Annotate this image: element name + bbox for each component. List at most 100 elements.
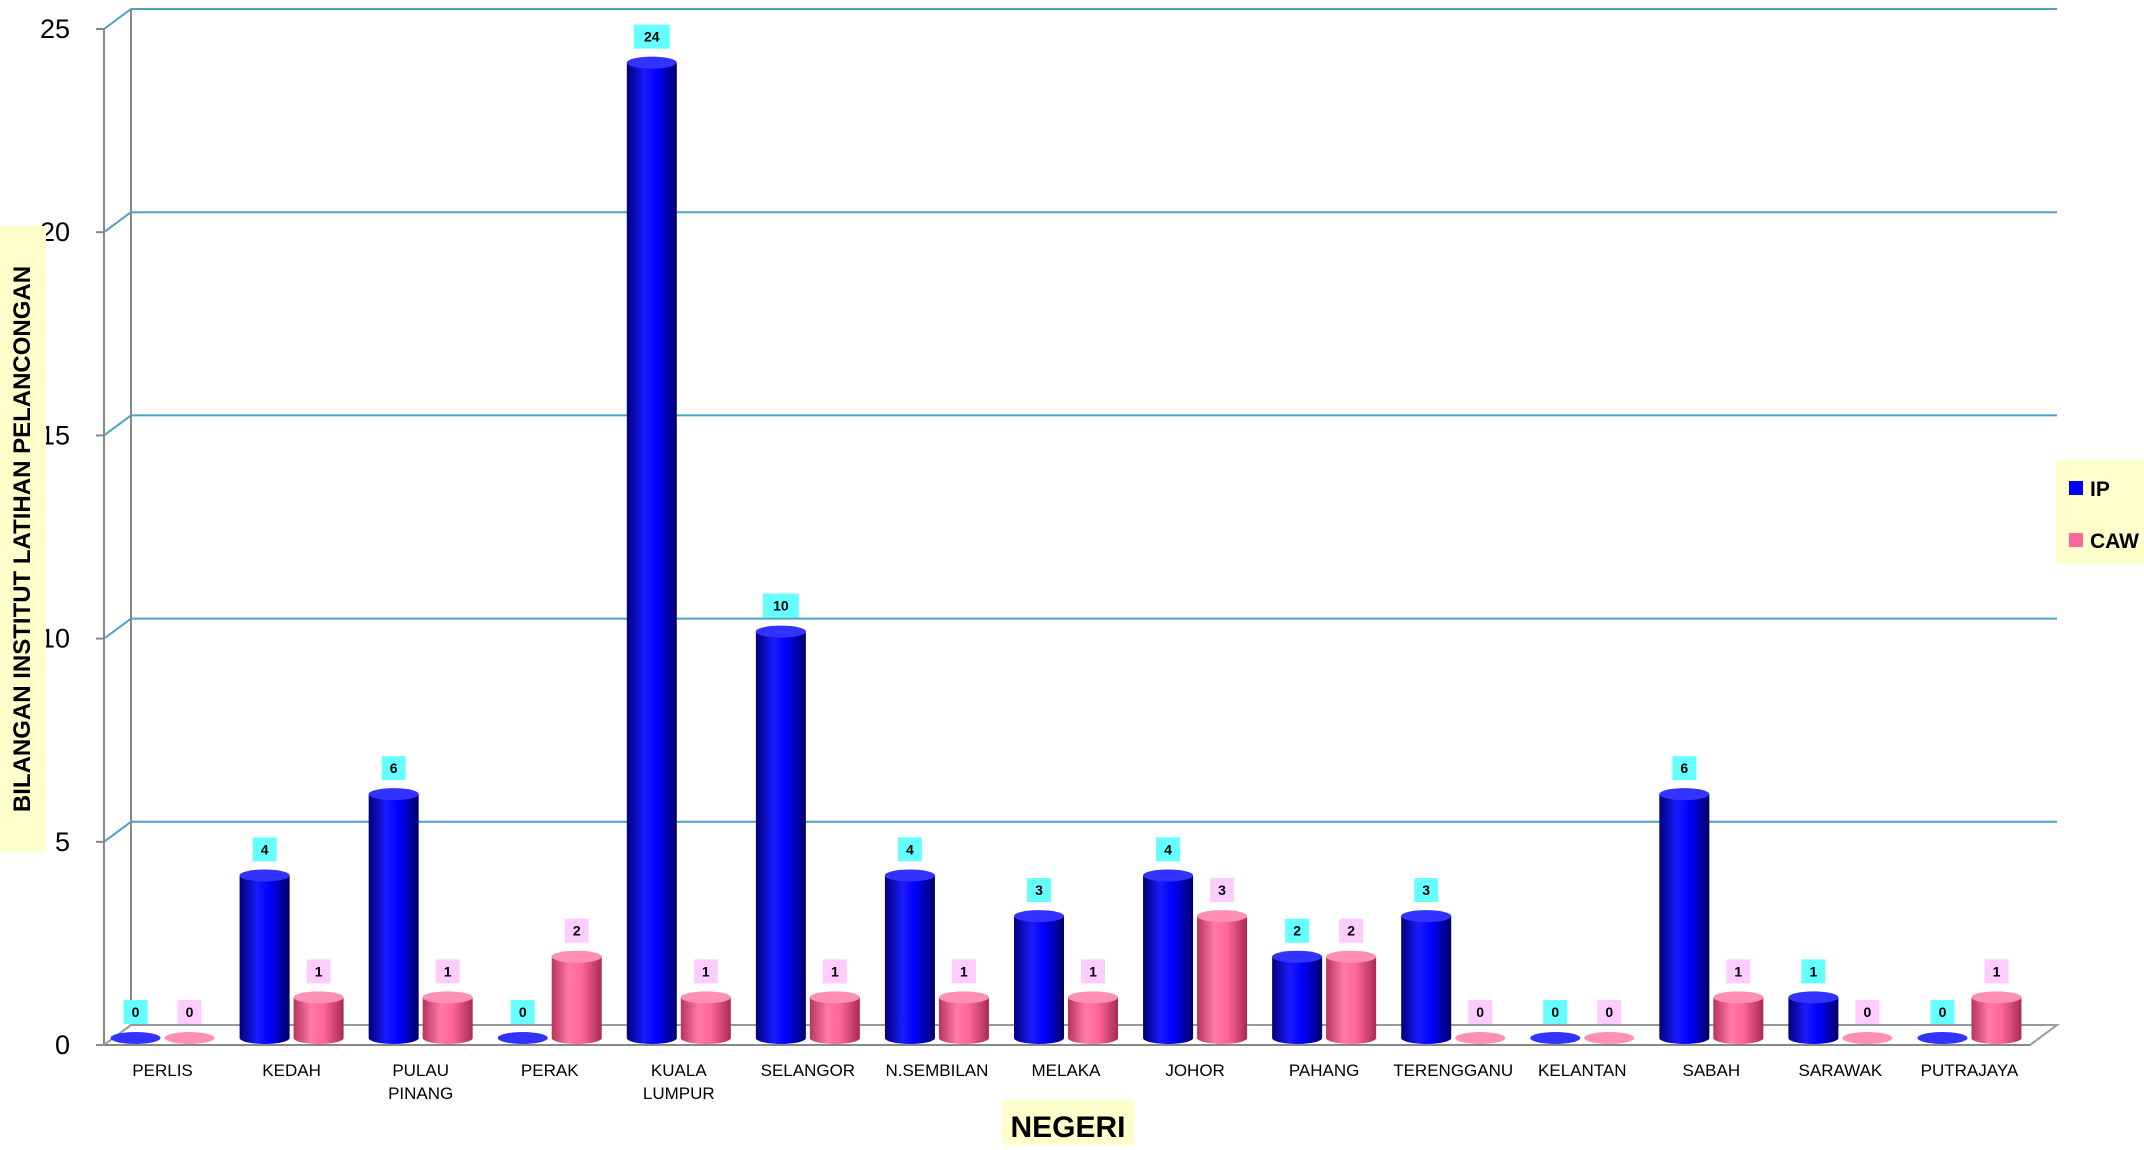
bar-body [1659,794,1710,1044]
data-label-ip: 0 [123,1000,148,1024]
data-label-ip: 10 [762,593,799,618]
bar-ip [755,625,806,1044]
data-label-background [1930,1000,1955,1024]
bar-body [368,794,419,1044]
data-label-text: 0 [132,1004,140,1020]
bar-ip [1014,910,1064,1044]
bar-cap [1068,991,1118,1004]
data-label-background [306,959,331,984]
bar-cap [110,1032,161,1044]
bar-cap [1659,788,1710,801]
data-label-caw: 1 [951,959,976,984]
bar-body [1326,956,1377,1044]
data-label-ip: 0 [1930,1000,1955,1024]
data-label-text: 3 [1422,882,1430,898]
bar-cap [1713,991,1764,1004]
data-label-text: 1 [1089,963,1097,979]
data-label-background [1543,1000,1568,1024]
data-label-text: 10 [773,598,789,614]
x-tick-label: TERENGGANU [1393,1061,1513,1080]
x-tick-label: PERLIS [132,1061,192,1080]
bar-cap [1197,910,1248,923]
data-label-background [1210,878,1235,903]
bar-body [680,997,731,1044]
bar-cap [1971,991,2022,1004]
x-tick-label: SELANGOR [761,1061,855,1080]
bar-caw [422,991,473,1044]
bar-cap [164,1032,215,1044]
data-label-background [762,593,799,618]
bar-body [938,997,989,1044]
gridline-diagonal [103,8,132,30]
x-tick-label: SABAH [1683,1061,1741,1080]
x-tick-label: MELAKA [1032,1061,1102,1080]
legend-item-caw: CAW [2069,530,2139,553]
data-label-text: 1 [960,963,968,979]
y-tick-label: 0 [55,1030,70,1060]
data-label-text: 0 [1476,1004,1484,1020]
data-label-text: 1 [444,963,452,979]
data-label-text: 4 [261,841,269,857]
x-tick-label: PUTRAJAYA [1921,1061,2019,1080]
data-label-caw: 1 [693,959,718,984]
data-label-text: 6 [390,760,398,776]
data-label-text: 4 [1164,841,1172,857]
data-label-text: 0 [1864,1004,1872,1020]
x-axis-title-background [1002,1100,1134,1145]
data-label-text: 1 [315,963,323,979]
bar-caw [1455,1032,1506,1044]
data-label-background [381,756,406,781]
data-label-text: 1 [702,963,710,979]
bar-body [1014,916,1064,1044]
data-label-caw: 1 [1726,959,1751,984]
data-label-ip: 4 [897,837,922,862]
data-label-text: 0 [519,1004,527,1020]
data-label-background [123,1000,148,1024]
bar-cap [368,788,419,801]
data-label-background [1726,959,1751,984]
x-tick-label: SARAWAK [1799,1061,1883,1080]
data-label-ip: 24 [633,24,670,49]
bar-ip [1788,991,1839,1044]
data-label-caw: 1 [1081,959,1105,984]
bar-cap [239,869,290,882]
data-label-background [1081,959,1105,984]
data-label-text: 0 [1551,1004,1559,1020]
bar-cap [497,1032,548,1044]
x-axis-title-text: NEGERI [1010,1111,1125,1144]
data-label-text: 6 [1680,760,1688,776]
data-label-ip: 3 [1414,878,1439,903]
data-label-caw: 0 [1468,1000,1493,1024]
gridline-diagonal [103,414,132,437]
bar-body [1788,997,1839,1044]
bar-cap [1014,910,1064,923]
bar-caw [1971,991,2022,1044]
data-label-ip: 6 [381,756,406,781]
bar-ip [239,869,290,1044]
gridline-diagonal [103,820,132,843]
bar-cap [755,625,806,638]
data-label-text: 2 [1347,923,1355,939]
data-label-text: 1 [1734,963,1742,979]
data-label-background [951,959,976,984]
legend-swatch-caw [2069,533,2083,547]
data-label-ip: 0 [1543,1000,1568,1024]
y-tick-label: 25 [40,14,70,44]
bar-cap [1401,910,1452,923]
y-axis-title: BILANGAN INSTITUT LATIHAN PELANCONGAN [0,226,46,852]
data-label-text: 2 [1293,923,1301,939]
bars-layer [110,56,2022,1044]
legend-label-ip: IP [2090,478,2110,501]
data-label-background [897,837,922,862]
data-label-caw: 2 [1339,918,1364,943]
data-label-text: 0 [1605,1004,1613,1020]
data-label-text: 3 [1035,882,1043,898]
y-axis-title-text: BILANGAN INSTITUT LATIHAN PELANCONGAN [9,266,36,812]
data-label-background [1672,756,1697,781]
bar-body [626,62,677,1044]
data-label-caw: 2 [564,918,589,943]
data-label-text: 1 [1993,963,2001,979]
data-label-background [1156,837,1181,862]
bar-caw [1584,1032,1635,1044]
